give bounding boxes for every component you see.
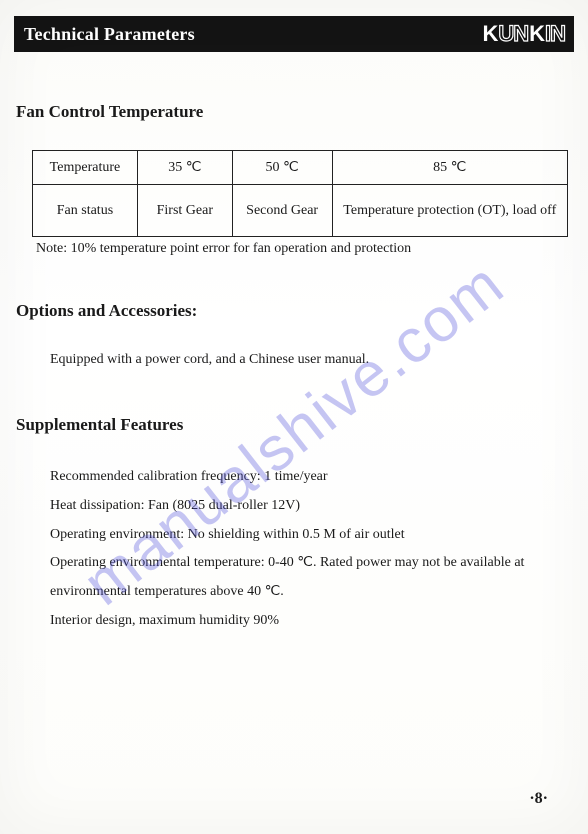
table-cell: Temperature bbox=[33, 151, 138, 185]
page-number: ·8· bbox=[529, 790, 548, 808]
supplemental-heading: Supplemental Features bbox=[16, 415, 574, 435]
page-root: Technical Parameters K UN K IN Fan Contr… bbox=[0, 0, 588, 834]
brand-part-2: K bbox=[529, 21, 544, 47]
feature-item: Heat dissipation: Fan (8025 dual-roller … bbox=[50, 492, 574, 521]
feature-item: Interior design, maximum humidity 90% bbox=[50, 607, 574, 636]
table-row: Fan status First Gear Second Gear Temper… bbox=[33, 185, 568, 237]
feature-item: Operating environment: No shielding with… bbox=[50, 521, 574, 550]
brand-part-1: UN bbox=[497, 21, 529, 47]
feature-list: Recommended calibration frequency: 1 tim… bbox=[50, 463, 574, 635]
table-cell: Fan status bbox=[33, 185, 138, 237]
table-cell: Second Gear bbox=[232, 185, 332, 237]
table-note: Note: 10% temperature point error for fa… bbox=[36, 241, 574, 257]
table-cell: Temperature protection (OT), load off bbox=[332, 185, 567, 237]
fan-control-table: Temperature 35 ℃ 50 ℃ 85 ℃ Fan status Fi… bbox=[32, 150, 568, 237]
brand-logo: K UN K IN bbox=[482, 21, 566, 47]
feature-item: Operating environmental temperature: 0-4… bbox=[50, 549, 574, 606]
supplemental-section: Supplemental Features Recommended calibr… bbox=[14, 415, 574, 635]
fan-control-section: Fan Control Temperature Temperature 35 ℃… bbox=[14, 102, 574, 257]
options-section: Options and Accessories: Equipped with a… bbox=[14, 301, 574, 371]
feature-item: Recommended calibration frequency: 1 tim… bbox=[50, 463, 574, 492]
header-bar: Technical Parameters K UN K IN bbox=[14, 16, 574, 52]
table-row: Temperature 35 ℃ 50 ℃ 85 ℃ bbox=[33, 151, 568, 185]
table-cell: 85 ℃ bbox=[332, 151, 567, 185]
options-heading: Options and Accessories: bbox=[16, 301, 574, 321]
brand-part-0: K bbox=[482, 21, 497, 47]
table-cell: First Gear bbox=[137, 185, 232, 237]
header-title: Technical Parameters bbox=[24, 24, 195, 45]
brand-part-3: IN bbox=[544, 21, 566, 47]
options-text: Equipped with a power cord, and a Chines… bbox=[50, 349, 574, 371]
fan-control-heading: Fan Control Temperature bbox=[16, 102, 574, 122]
table-cell: 35 ℃ bbox=[137, 151, 232, 185]
table-cell: 50 ℃ bbox=[232, 151, 332, 185]
